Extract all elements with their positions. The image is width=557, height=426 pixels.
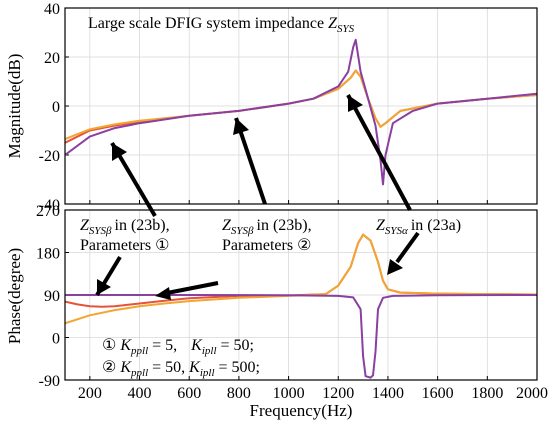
arrowhead-params2-magnitude [233,118,249,135]
phase-y-tick-label: 180 [36,246,60,263]
phase-y-tick-label: -90 [39,373,60,390]
phase-series [65,233,537,379]
phase-y-tick-label: 90 [44,288,60,305]
annotation-alpha-line1: ZSYSα in (23a) [376,217,461,237]
magnitude-series [65,38,537,186]
phase-y-axis-label: Phase(degree) [5,248,24,344]
arrowhead-params1-phase [97,279,111,295]
annotation-arrowheads [97,95,403,300]
phase-y-tick-labels: -90 0 90 180 270 [36,203,60,390]
parameter-set-2: ② Kppll = 50, Kipll = 500; [102,359,260,379]
magnitude-plot-frame [64,7,538,205]
arrowhead-alpha-phase [387,259,403,275]
magnitude-y-axis-label: Magnitude(dB) [5,54,24,159]
magnitude-grid [65,7,538,205]
phase-y-tick-label: 270 [36,203,60,220]
parameter-set-1: ① Kppll = 5, Kipll = 50; [102,337,254,357]
x-tick-label: 400 [128,385,152,402]
arrowhead-params1-magnitude [112,143,127,161]
magnitude-series-line-1 [65,69,537,144]
x-tick-label: 200 [78,385,102,402]
x-tick-labels: 200 400 600 800 1000 1200 1400 1600 1800 2000 [78,385,548,402]
magnitude-series-line-3 [65,38,537,186]
phase-y-tick-label: 0 [52,331,60,348]
x-tick-label: 1600 [422,385,454,402]
magnitude-y-tick-label: 40 [44,1,60,18]
x-tick-label: 1800 [471,385,503,402]
arrowhead-params2-phase [155,287,171,300]
x-tick-label: 1400 [372,385,404,402]
x-tick-label: 2000 [516,385,548,402]
arrowhead-alpha-magnitude [348,95,363,112]
arrow-params2-phase [166,281,219,295]
x-tick-label: 1200 [322,385,354,402]
phase-series-line-2 [65,233,537,325]
magnitude-y-tick-label: 0 [52,99,60,116]
phase-plot-frame [64,209,538,381]
phase-series-line-3 [65,294,537,379]
annotation-params2-line2: Parameters ② [222,237,311,254]
annotation-params1-line1: ZSYSβ in (23b), [80,217,170,237]
magnitude-y-tick-label: -20 [39,148,60,165]
arrow-alpha-magnitude [346,94,412,211]
x-tick-label: 600 [177,385,201,402]
x-tick-label: 800 [227,385,251,402]
magnitude-series-line-2 [65,69,537,141]
arrow-alpha-phase [395,231,420,264]
magnitude-y-tick-label: -40 [39,197,60,214]
chart-title: Large scale DFIG system impedance ZSYS [88,15,355,35]
annotation-params1-line2: Parameters ① [80,237,169,254]
magnitude-y-tick-labels: -40 -20 0 20 40 [39,1,60,214]
magnitude-y-tick-label: 20 [44,50,60,67]
x-axis-label: Frequency(Hz) [250,401,353,420]
annotation-params2-line1: ZSYSβ in (23b), [222,217,312,237]
annotation-arrows [95,94,420,297]
x-tick-label: 1000 [273,385,305,402]
